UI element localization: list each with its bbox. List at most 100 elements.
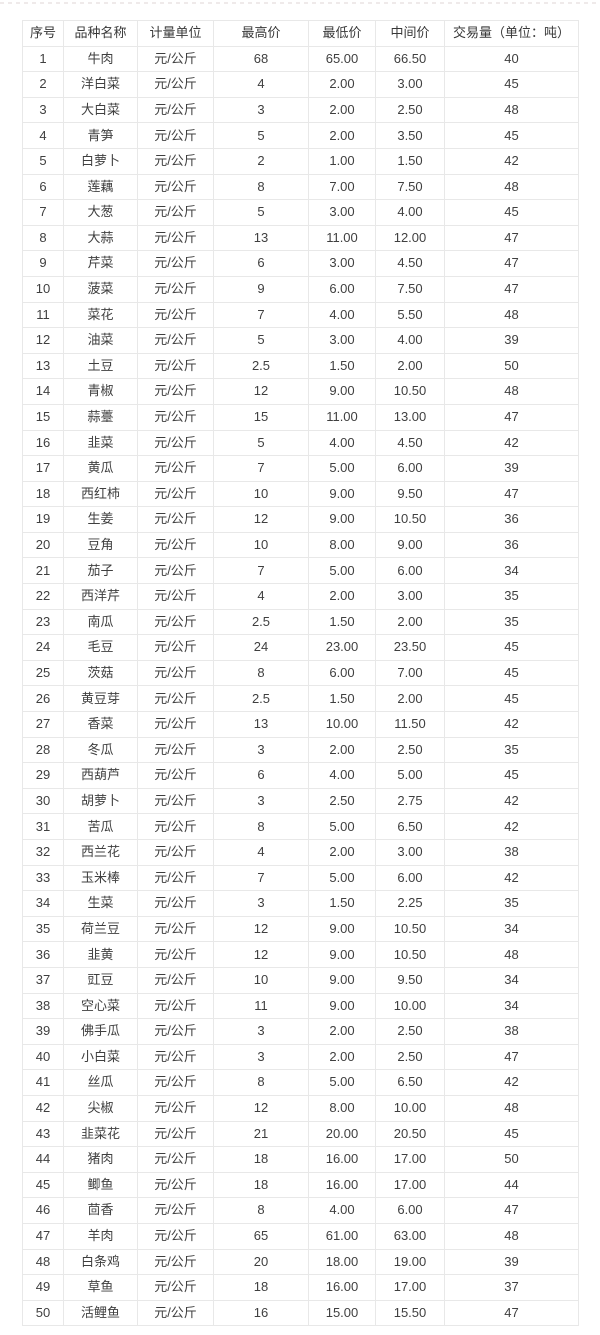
price-table-body: 1 牛肉 元/公斤 68 65.00 66.50 40 2 洋白菜 元/公斤 4 2.00 3.00 45…: [22, 45, 579, 1327]
cell-volume: 38: [444, 1018, 579, 1045]
table-row: 28 冬瓜 元/公斤 3 2.00 2.50 35: [22, 736, 579, 764]
cell-product-name: 鲫鱼: [63, 1171, 138, 1199]
cell-product-name: 茴香: [63, 1197, 138, 1224]
cell-index: 49: [22, 1274, 64, 1301]
table-row: 49 草鱼 元/公斤 18 16.00 17.00 37: [22, 1274, 579, 1301]
cell-index: 47: [22, 1222, 64, 1250]
cell-unit: 元/公斤: [137, 839, 214, 866]
page-top-dashed-divider: [0, 2, 600, 4]
cell-volume: 47: [444, 1197, 579, 1224]
cell-product-name: 生菜: [63, 890, 138, 917]
table-row: 9 芹菜 元/公斤 6 3.00 4.50 47: [22, 250, 579, 277]
cell-mid-price: 2.75: [375, 787, 445, 815]
cell-product-name: 西洋芹: [63, 583, 138, 610]
cell-index: 20: [22, 531, 64, 559]
cell-volume: 48: [444, 378, 579, 405]
cell-index: 8: [22, 224, 64, 252]
cell-product-name: 胡萝卜: [63, 787, 138, 815]
cell-high-price: 16: [213, 1299, 309, 1327]
cell-unit: 元/公斤: [137, 608, 214, 636]
cell-product-name: 南瓜: [63, 608, 138, 636]
cell-index: 5: [22, 147, 64, 175]
cell-low-price: 61.00: [308, 1222, 376, 1250]
cell-high-price: 2: [213, 147, 309, 175]
cell-index: 6: [22, 173, 64, 201]
cell-high-price: 2.5: [213, 352, 309, 380]
table-row: 10 菠菜 元/公斤 9 6.00 7.50 47: [22, 275, 579, 303]
table-row: 1 牛肉 元/公斤 68 65.00 66.50 40: [22, 45, 579, 73]
cell-volume: 42: [444, 864, 579, 892]
cell-volume: 35: [444, 890, 579, 917]
table-row: 22 西洋芹 元/公斤 4 2.00 3.00 35: [22, 583, 579, 610]
cell-volume: 50: [444, 352, 579, 380]
cell-volume: 35: [444, 583, 579, 610]
cell-mid-price: 10.00: [375, 1094, 445, 1122]
cell-index: 10: [22, 275, 64, 303]
cell-product-name: 猪肉: [63, 1146, 138, 1173]
cell-mid-price: 11.50: [375, 711, 445, 738]
cell-volume: 42: [444, 711, 579, 738]
cell-unit: 元/公斤: [137, 1146, 214, 1173]
cell-volume: 48: [444, 96, 579, 124]
cell-index: 41: [22, 1069, 64, 1096]
cell-volume: 42: [444, 813, 579, 840]
cell-unit: 元/公斤: [137, 173, 214, 201]
cell-index: 30: [22, 787, 64, 815]
table-row: 3 大白菜 元/公斤 3 2.00 2.50 48: [22, 96, 579, 124]
cell-low-price: 2.00: [308, 122, 376, 149]
cell-unit: 元/公斤: [137, 1248, 214, 1276]
cell-index: 38: [22, 992, 64, 1020]
table-row: 6 莲藕 元/公斤 8 7.00 7.50 48: [22, 173, 579, 201]
table-row: 24 毛豆 元/公斤 24 23.00 23.50 45: [22, 634, 579, 661]
cell-low-price: 5.00: [308, 864, 376, 892]
cell-volume: 45: [444, 634, 579, 661]
cell-index: 37: [22, 966, 64, 994]
cell-high-price: 6: [213, 762, 309, 789]
cell-high-price: 9: [213, 275, 309, 303]
table-row: 14 青椒 元/公斤 12 9.00 10.50 48: [22, 378, 579, 405]
table-row: 25 茨菇 元/公斤 8 6.00 7.00 45: [22, 659, 579, 687]
cell-index: 42: [22, 1094, 64, 1122]
cell-low-price: 11.00: [308, 224, 376, 252]
cell-low-price: 4.00: [308, 429, 376, 457]
cell-low-price: 65.00: [308, 45, 376, 73]
cell-low-price: 4.00: [308, 301, 376, 329]
cell-product-name: 西红柿: [63, 480, 138, 508]
cell-mid-price: 17.00: [375, 1171, 445, 1199]
cell-low-price: 3.00: [308, 327, 376, 354]
cell-high-price: 12: [213, 941, 309, 968]
cell-low-price: 3.00: [308, 199, 376, 226]
cell-product-name: 大白菜: [63, 96, 138, 124]
cell-high-price: 10: [213, 531, 309, 559]
cell-index: 32: [22, 839, 64, 866]
cell-high-price: 3: [213, 787, 309, 815]
cell-low-price: 1.50: [308, 352, 376, 380]
cell-high-price: 10: [213, 966, 309, 994]
cell-index: 12: [22, 327, 64, 354]
cell-high-price: 20: [213, 1248, 309, 1276]
cell-unit: 元/公斤: [137, 1094, 214, 1122]
cell-index: 11: [22, 301, 64, 329]
cell-unit: 元/公斤: [137, 966, 214, 994]
cell-product-name: 韭菜: [63, 429, 138, 457]
cell-product-name: 西葫芦: [63, 762, 138, 789]
cell-volume: 39: [444, 327, 579, 354]
table-row: 35 荷兰豆 元/公斤 12 9.00 10.50 34: [22, 915, 579, 943]
cell-low-price: 2.00: [308, 736, 376, 764]
cell-product-name: 牛肉: [63, 45, 138, 73]
cell-mid-price: 6.00: [375, 1197, 445, 1224]
cell-mid-price: 20.50: [375, 1120, 445, 1148]
cell-mid-price: 19.00: [375, 1248, 445, 1276]
cell-product-name: 活鲤鱼: [63, 1299, 138, 1327]
table-row: 33 玉米棒 元/公斤 7 5.00 6.00 42: [22, 864, 579, 892]
table-row: 7 大葱 元/公斤 5 3.00 4.00 45: [22, 199, 579, 226]
cell-index: 1: [22, 45, 64, 73]
cell-low-price: 5.00: [308, 813, 376, 840]
column-header: 序号: [22, 20, 64, 47]
cell-mid-price: 10.50: [375, 378, 445, 405]
cell-mid-price: 3.00: [375, 583, 445, 610]
table-row: 34 生菜 元/公斤 3 1.50 2.25 35: [22, 890, 579, 917]
cell-volume: 45: [444, 659, 579, 687]
cell-index: 18: [22, 480, 64, 508]
